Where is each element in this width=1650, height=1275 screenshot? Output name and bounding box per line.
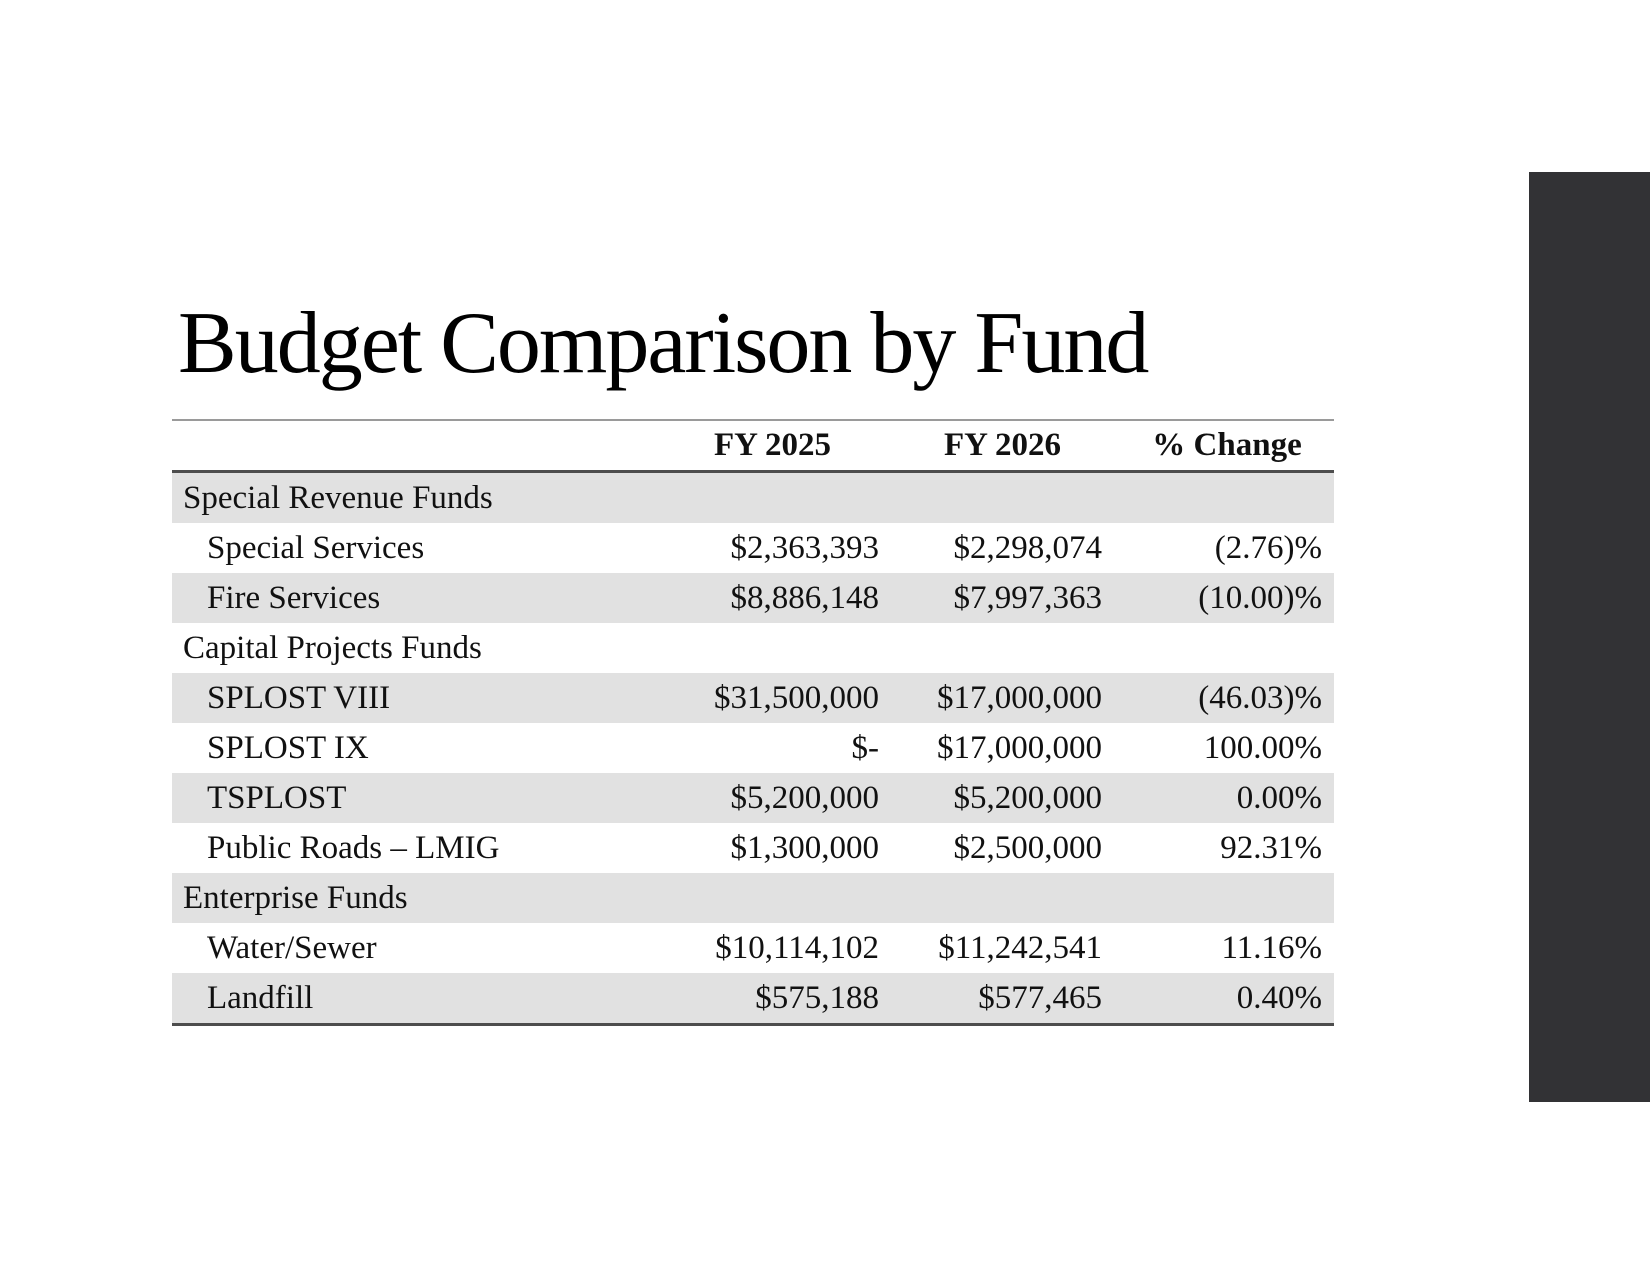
table-row-special-services: Special Services $2,363,393 $2,298,074 (… (172, 523, 1334, 573)
table-header-row: FY 2025 FY 2026 % Change (172, 421, 1334, 470)
fy2026-value: $2,298,074 (953, 529, 1103, 566)
page-title: Budget Comparison by Fund (178, 295, 1149, 392)
fy2025-value: $8,886,148 (730, 579, 880, 616)
fy2026-value: $2,500,000 (953, 829, 1103, 866)
budget-table: FY 2025 FY 2026 % Change Special Revenue… (172, 419, 1334, 1026)
fund-label: Water/Sewer (207, 929, 377, 966)
change-value: (10.00)% (1198, 579, 1322, 616)
change-value: 0.40% (1236, 979, 1322, 1016)
fy2026-value: $5,200,000 (953, 779, 1103, 816)
fy2025-value: $31,500,000 (714, 679, 879, 716)
fy2026-value: $17,000,000 (937, 729, 1102, 766)
column-header-change: % Change (1152, 427, 1302, 463)
fund-label: Public Roads – LMIG (207, 829, 500, 866)
fund-label: Special Services (207, 529, 425, 566)
table-row-splost-ix: SPLOST IX $- $17,000,000 100.00% (172, 723, 1334, 773)
table-row-enterprise-funds: Enterprise Funds (172, 873, 1334, 923)
fy2026-value: $577,465 (978, 979, 1102, 1016)
fund-label: SPLOST VIII (207, 679, 391, 716)
table-top-rule (172, 419, 1334, 421)
table-bottom-rule (172, 1023, 1334, 1026)
accent-bar (1529, 172, 1650, 1102)
fund-label: TSPLOST (207, 779, 347, 816)
change-value: 92.31% (1220, 829, 1322, 866)
change-value: (46.03)% (1198, 679, 1322, 716)
change-value: (2.76)% (1214, 529, 1322, 566)
change-value: 11.16% (1221, 929, 1322, 966)
fund-label: Enterprise Funds (183, 879, 408, 916)
fy2025-value: $2,363,393 (730, 529, 880, 566)
table-row-public-roads-lmig: Public Roads – LMIG $1,300,000 $2,500,00… (172, 823, 1334, 873)
fy2025-value: $575,188 (755, 979, 879, 1016)
change-value: 0.00% (1236, 779, 1322, 816)
fy2026-value: $17,000,000 (937, 679, 1102, 716)
fy2026-value: $7,997,363 (953, 579, 1103, 616)
fund-label: SPLOST IX (207, 729, 369, 766)
table-row-landfill: Landfill $575,188 $577,465 0.40% (172, 973, 1334, 1023)
table-row-tsplost: TSPLOST $5,200,000 $5,200,000 0.00% (172, 773, 1334, 823)
fund-label: Fire Services (207, 579, 381, 616)
fy2025-value: $10,114,102 (715, 929, 879, 966)
table-row-special-revenue-funds: Special Revenue Funds (172, 473, 1334, 523)
table-row-fire-services: Fire Services $8,886,148 $7,997,363 (10.… (172, 573, 1334, 623)
fy2025-value: $- (851, 729, 880, 766)
fund-label: Special Revenue Funds (183, 479, 493, 516)
column-header-fy2026: FY 2026 (943, 427, 1061, 463)
column-header-fy2025: FY 2025 (713, 427, 831, 463)
table-row-splost-viii: SPLOST VIII $31,500,000 $17,000,000 (46.… (172, 673, 1334, 723)
change-value: 100.00% (1203, 729, 1322, 766)
fund-label: Capital Projects Funds (183, 629, 482, 666)
fy2025-value: $5,200,000 (730, 779, 880, 816)
table-row-water-sewer: Water/Sewer $10,114,102 $11,242,541 11.1… (172, 923, 1334, 973)
fy2025-value: $1,300,000 (730, 829, 880, 866)
table-row-capital-projects-funds: Capital Projects Funds (172, 623, 1334, 673)
fund-label: Landfill (207, 979, 314, 1016)
fy2026-value: $11,242,541 (938, 929, 1102, 966)
header-bottom-rule (172, 470, 1334, 473)
